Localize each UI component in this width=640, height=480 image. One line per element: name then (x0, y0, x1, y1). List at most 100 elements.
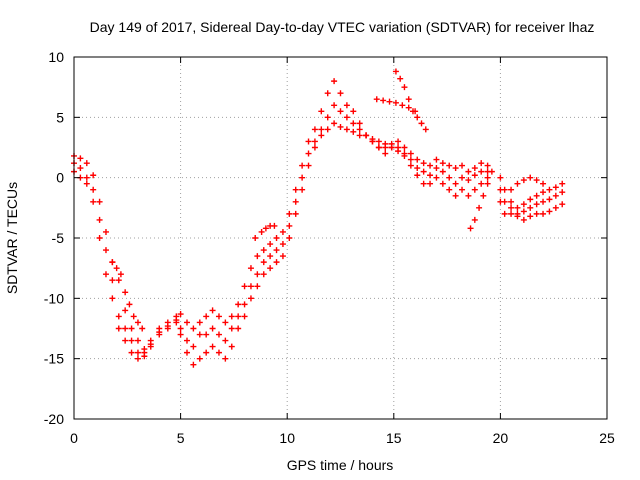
data-point (254, 283, 261, 290)
data-point (267, 265, 274, 272)
data-point (318, 132, 325, 139)
data-point (397, 75, 404, 82)
data-point (484, 162, 491, 169)
data-point (375, 144, 382, 151)
data-point (311, 138, 318, 145)
y-tick-label: -20 (44, 411, 64, 427)
data-point (373, 96, 380, 103)
sdtvar-track-3 (71, 120, 491, 368)
data-point (215, 349, 222, 356)
data-point (433, 174, 440, 181)
data-point (459, 162, 466, 169)
data-point (203, 331, 210, 338)
data-point (559, 180, 566, 187)
data-point (343, 114, 350, 121)
data-point (395, 138, 402, 145)
data-point (115, 277, 122, 284)
data-point (407, 156, 414, 163)
data-point (480, 192, 487, 199)
data-point (122, 337, 129, 344)
data-point (559, 201, 566, 208)
data-point (488, 168, 495, 175)
data-point (83, 160, 90, 167)
data-point (102, 271, 109, 278)
data-point (533, 177, 540, 184)
data-point (122, 307, 129, 314)
data-point (247, 295, 254, 302)
data-point (420, 180, 427, 187)
y-axis-label: SDTVAR / TECUs (4, 182, 20, 294)
data-point (484, 174, 491, 181)
data-point (286, 222, 293, 229)
y-tick-label: 10 (48, 49, 64, 65)
data-point (422, 126, 429, 133)
data-point (177, 331, 184, 338)
x-tick-label: 0 (70, 430, 78, 446)
data-point (128, 325, 135, 332)
data-point (228, 343, 235, 350)
data-point (228, 325, 235, 332)
data-point (77, 165, 84, 172)
sdtvar-track-10 (508, 174, 547, 193)
data-point (527, 204, 534, 211)
data-point (267, 253, 274, 260)
data-point (527, 174, 534, 181)
data-point (446, 174, 453, 181)
data-point (183, 349, 190, 356)
data-point (134, 349, 141, 356)
data-point (401, 84, 408, 91)
data-point (109, 295, 116, 302)
data-point (433, 156, 440, 163)
data-point (203, 313, 210, 320)
data-point (459, 174, 466, 181)
data-point (337, 108, 344, 115)
data-point (311, 126, 318, 133)
data-point (392, 99, 399, 106)
data-point (109, 259, 116, 266)
data-point (331, 120, 338, 127)
data-point (343, 126, 350, 133)
data-point (471, 216, 478, 223)
data-point (439, 168, 446, 175)
data-point (331, 102, 338, 109)
data-point (215, 331, 222, 338)
data-point (134, 355, 141, 362)
x-tick-label: 15 (386, 430, 402, 446)
data-point (109, 277, 116, 284)
chart-title: Day 149 of 2017, Sidereal Day-to-day VTE… (90, 19, 595, 35)
data-point (546, 196, 553, 203)
data-point (215, 313, 222, 320)
data-point (363, 132, 370, 139)
data-point (337, 90, 344, 97)
sdtvar-track-12 (252, 222, 278, 241)
data-point (115, 325, 122, 332)
data-point (399, 102, 406, 109)
data-point (134, 319, 141, 326)
data-point (324, 90, 331, 97)
data-point (392, 68, 399, 75)
data-point (478, 160, 485, 167)
y-tick-label: -15 (44, 351, 64, 367)
data-point (497, 198, 504, 205)
data-point (128, 349, 135, 356)
data-point (196, 319, 203, 326)
data-point (533, 192, 540, 199)
data-point (247, 265, 254, 272)
data-point (299, 174, 306, 181)
data-point (540, 198, 547, 205)
data-point (427, 180, 434, 187)
data-point (260, 247, 267, 254)
data-point (102, 247, 109, 254)
data-point (514, 213, 521, 220)
data-point (262, 225, 269, 232)
data-point (343, 102, 350, 109)
data-point (533, 201, 540, 208)
data-point (508, 204, 515, 211)
data-point (552, 192, 559, 199)
data-point (324, 126, 331, 133)
data-point (414, 114, 421, 121)
data-point (122, 289, 129, 296)
data-point (407, 162, 414, 169)
data-point (279, 241, 286, 248)
